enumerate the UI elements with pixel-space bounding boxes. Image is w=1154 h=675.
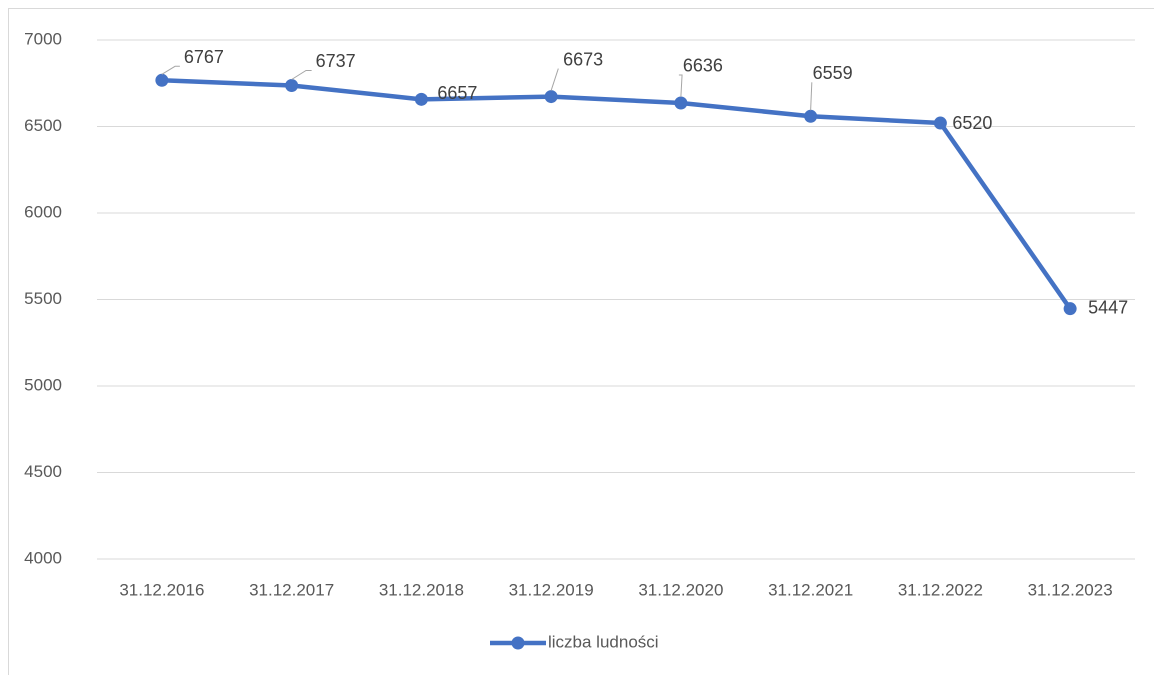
y-tick-label: 6000: [24, 202, 62, 221]
x-tick-label: 31.12.2023: [1028, 580, 1113, 599]
y-tick-label: 5000: [24, 375, 62, 394]
data-label: 6559: [813, 63, 853, 83]
legend-label: liczba ludności: [548, 632, 659, 651]
x-tick-label: 31.12.2021: [768, 580, 853, 599]
marker: [1063, 302, 1077, 316]
y-tick-label: 5500: [24, 289, 62, 308]
x-tick-label: 31.12.2018: [379, 580, 464, 599]
x-tick-label: 31.12.2019: [509, 580, 594, 599]
marker: [544, 90, 558, 104]
chart-frame: [8, 8, 1154, 675]
legend-marker: [511, 636, 525, 650]
y-tick-label: 6500: [24, 116, 62, 135]
marker: [414, 92, 428, 106]
leader-line: [161, 65, 180, 75]
leader-line: [810, 82, 813, 111]
leader-line: [550, 68, 559, 91]
data-label: 5447: [1088, 297, 1128, 317]
marker: [674, 96, 688, 110]
y-tick-label: 7000: [24, 29, 62, 48]
marker: [804, 109, 818, 123]
x-tick-label: 31.12.2017: [249, 580, 334, 599]
series-line: [161, 78, 1072, 310]
marker: [285, 78, 299, 92]
data-label: 6657: [437, 83, 477, 103]
marker: [933, 116, 947, 130]
data-label: 6673: [563, 49, 603, 69]
x-tick-label: 31.12.2020: [638, 580, 723, 599]
x-tick-label: 31.12.2016: [119, 580, 204, 599]
leader-line: [291, 69, 312, 80]
leader-line: [678, 74, 683, 97]
y-tick-label: 4500: [24, 462, 62, 481]
y-tick-label: 4000: [24, 548, 62, 567]
data-label: 6737: [316, 51, 356, 71]
marker: [155, 73, 169, 87]
x-tick-label: 31.12.2022: [898, 580, 983, 599]
data-label: 6636: [683, 56, 723, 76]
data-label: 6767: [184, 47, 224, 67]
data-label: 6520: [952, 113, 992, 133]
